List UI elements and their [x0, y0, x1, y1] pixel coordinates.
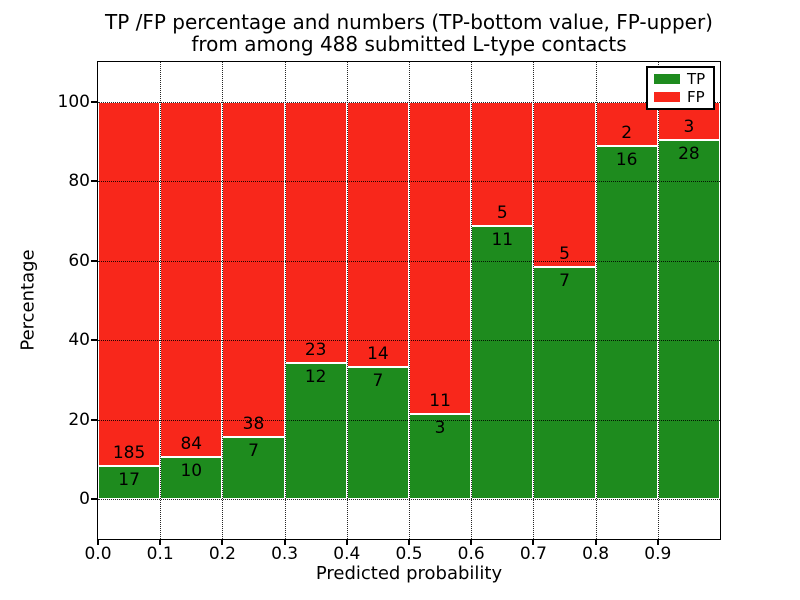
fp-bar-segment: [160, 101, 223, 457]
horizontal-gridline: [98, 260, 720, 262]
vertical-gridline: [222, 62, 224, 539]
x-tick-label: 0.9: [644, 544, 672, 564]
tp-count-label: 12: [304, 366, 327, 387]
x-tick-label: 0.4: [333, 544, 361, 564]
fp-count-label: 23: [304, 339, 327, 360]
fp-count-label: 3: [683, 117, 695, 138]
fp-count-label: 11: [429, 391, 451, 412]
fp-color-swatch: [654, 91, 680, 102]
tp-bar-segment: [98, 465, 161, 500]
y-tick-mark: [91, 259, 97, 262]
tp-count-label: 28: [678, 144, 700, 165]
fp-count-label: 2: [621, 122, 633, 143]
tp-bar-segment: [657, 140, 720, 500]
y-tick-mark: [91, 418, 97, 421]
x-tick-mark: [408, 539, 410, 545]
fp-count-label: 38: [242, 414, 265, 435]
tp-count-label: 17: [118, 469, 140, 490]
fp-count-label: 5: [496, 202, 508, 223]
fp-count-label: 84: [180, 433, 203, 454]
vertical-gridline: [595, 62, 597, 539]
y-tick-mark: [91, 339, 97, 342]
y-tick-label: 100: [57, 91, 90, 112]
x-tick-mark: [221, 539, 224, 545]
chart-title: TP /FP percentage and numbers (TP-bottom…: [98, 11, 720, 55]
tp-bar-segment: [595, 145, 658, 500]
tp-count-label: 11: [491, 229, 514, 250]
y-tick-label: 40: [68, 330, 90, 351]
x-tick-label: 0.3: [271, 544, 299, 564]
legend-label-fp: FP: [687, 87, 705, 106]
vertical-gridline: [471, 62, 473, 539]
tp-bar-segment: [409, 414, 472, 500]
x-tick-label: 0.1: [146, 544, 174, 564]
y-tick-label: 20: [68, 409, 90, 430]
x-tick-mark: [656, 539, 659, 545]
horizontal-gridline: [98, 419, 720, 421]
x-tick-mark: [283, 539, 286, 545]
x-tick-mark: [345, 539, 348, 545]
bars-layer: [98, 62, 720, 539]
fp-bar-segment: [471, 101, 534, 226]
y-tick-mark: [91, 100, 97, 103]
x-tick-label: 0.8: [582, 544, 610, 564]
legend-label-tp: TP: [687, 70, 706, 89]
plot-area: 185 17 84 10 38 7 23 12 14 7 11 3 5 11 5 7 2 16 3 28: [97, 61, 721, 540]
x-tick-label: 0.2: [208, 544, 236, 564]
vertical-gridline: [533, 62, 535, 539]
legend-entry-tp: TP: [654, 71, 707, 87]
fp-bar-segment: [284, 101, 347, 363]
x-tick-label: 0.6: [457, 544, 485, 564]
fp-count-label: 5: [559, 244, 570, 265]
fp-bar-segment: [222, 101, 285, 438]
x-tick-mark: [97, 539, 99, 545]
x-tick-mark: [159, 539, 162, 545]
vertical-gridline: [160, 62, 162, 539]
vertical-gridline: [657, 62, 659, 539]
x-tick-label: 0.7: [519, 544, 547, 564]
bar-labels-layer: 185 17 84 10 38 7 23 12 14 7 11 3 5 11 5 7 2 16 3 28: [98, 62, 720, 539]
y-tick-label: 80: [68, 171, 90, 192]
x-tick-mark: [470, 539, 473, 545]
x-axis-label: Predicted probability: [315, 563, 503, 584]
y-tick-label: 0: [79, 489, 90, 510]
legend-entry-fp: FP: [654, 89, 707, 105]
chart-title-line2: from among 488 submitted L-type contacts: [191, 32, 627, 56]
y-tick-label: 60: [68, 250, 90, 271]
tp-color-swatch: [654, 74, 680, 85]
legend: TP FP: [646, 66, 715, 110]
tp-count-label: 10: [180, 460, 203, 481]
tp-count-label: 3: [434, 418, 446, 439]
horizontal-gridline: [98, 181, 720, 183]
y-tick-mark: [91, 498, 97, 501]
tp-count-label: 7: [372, 370, 384, 391]
horizontal-gridline: [98, 499, 720, 501]
x-tick-mark: [532, 539, 535, 545]
x-tick-mark: [594, 539, 597, 545]
fp-bar-segment: [98, 101, 161, 466]
x-tick-label: 0.0: [84, 544, 112, 564]
fp-count-label: 14: [367, 343, 389, 364]
chart-title-line1: TP /FP percentage and numbers (TP-bottom…: [105, 10, 713, 34]
vertical-gridline: [284, 62, 286, 539]
vertical-gridline: [409, 62, 410, 539]
horizontal-gridline: [98, 340, 720, 342]
fp-count-label: 185: [112, 442, 146, 463]
x-tick-label: 0.5: [395, 544, 423, 564]
vertical-gridline: [346, 62, 348, 539]
y-tick-mark: [91, 180, 97, 183]
tp-count-label: 16: [615, 149, 638, 170]
grid-layer: [98, 62, 720, 539]
fp-bar-segment: [346, 101, 409, 367]
tp-count-label: 7: [559, 271, 570, 292]
y-axis-label: Percentage: [17, 249, 39, 351]
horizontal-gridline: [98, 101, 720, 103]
tp-count-label: 7: [248, 441, 259, 462]
fp-bar-segment: [409, 101, 472, 415]
